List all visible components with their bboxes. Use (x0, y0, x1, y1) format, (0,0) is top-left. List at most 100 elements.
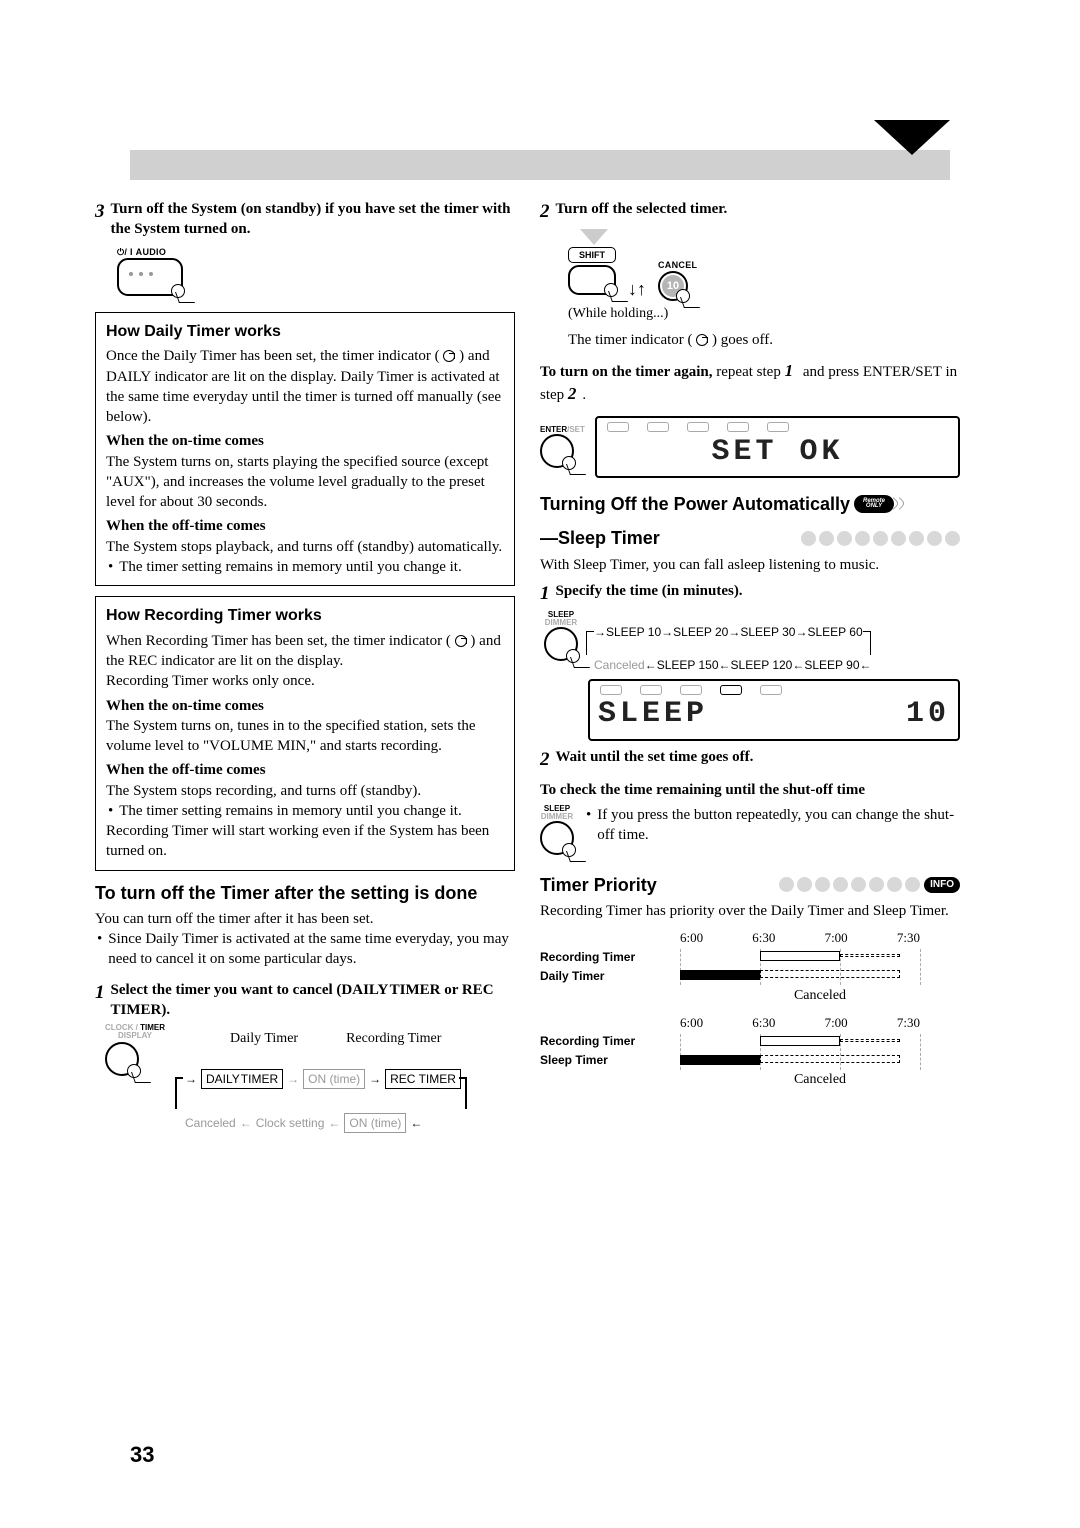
step-number-2a: 2 (540, 201, 550, 222)
rec-bar-dashed (840, 954, 900, 957)
flow-header-labels: Daily Timer Recording Timer (175, 1030, 515, 1049)
display-sleep-num: 10 (906, 694, 950, 735)
dimmer-label-2: DIMMER (540, 813, 574, 821)
canceled-label-2: Canceled (680, 1071, 960, 1090)
rec-timer-heading: How Recording Timer works (106, 605, 504, 627)
sleep-step1-text: Specify the time (in minutes). (556, 581, 961, 607)
daily-bar-dashed (760, 970, 900, 978)
while-holding-note: (While holding...) (568, 305, 960, 324)
flow-on-time-2: ON (time) (344, 1113, 406, 1133)
sleep-step-1: 1 Specify the time (in minutes). (540, 581, 960, 607)
cancel-label: CANCEL (658, 259, 697, 271)
step-3-text: Turn off the System (on standby) if you … (111, 199, 516, 240)
step-number-1-sleep: 1 (540, 583, 550, 604)
daily-bullet: The timer setting remains in memory unti… (106, 557, 504, 577)
rec-bar-outline-2 (760, 1036, 840, 1046)
display-sleep: SLEEP 10 (588, 679, 960, 741)
header-triangle-icon (874, 120, 950, 155)
rec-p4: Recording Timer will start working even … (106, 821, 504, 862)
turn-on-again: To turn on the timer again, repeat step … (540, 360, 960, 406)
info-badge: INFO (924, 877, 960, 893)
recording-timer-box: How Recording Timer works When Recording… (95, 596, 515, 870)
flow-daily-timer: DAILY TIMER (201, 1069, 283, 1089)
header-gray-band (130, 150, 950, 180)
check-bullet: If you press the button repeatedly, you … (584, 805, 960, 855)
turnoff-heading: To turn off the Timer after the setting … (95, 881, 515, 905)
rec-bar-dashed-2 (840, 1039, 900, 1042)
display-label: DISPLAY (105, 1032, 165, 1040)
down-arrow-icon (580, 229, 608, 245)
sleep-bar-solid (680, 1055, 760, 1065)
rec-p1c: Recording Timer works only once. (106, 671, 504, 691)
rec-p2: The System turns on, tunes in to the spe… (106, 716, 504, 757)
daily-p2: The System turns on, starts playing the … (106, 452, 504, 513)
daily-p3: The System stops playback, and turns off… (106, 537, 504, 557)
rec-bar-outline (760, 951, 840, 961)
sleep-cycle-flow: → SLEEP 10 → SLEEP 20 → SLEEP 30 → SLEEP… (586, 611, 960, 673)
auto-off-title: Turning Off the Power Automatically (540, 492, 850, 516)
indicator-goes-off: The timer indicator ( ) goes off. (568, 330, 960, 350)
step-number-3: 3 (95, 201, 105, 222)
press-hand-icon (604, 283, 626, 305)
press-hand-icon (676, 289, 698, 311)
flow-on-time-1: ON (time) (303, 1069, 365, 1089)
clock-timer-button-icon (105, 1042, 139, 1076)
timer-priority-heading: Timer Priority INFO (540, 873, 960, 897)
rec-sub2: When the off-time comes (106, 760, 504, 780)
display-sleep-text: SLEEP (598, 694, 708, 735)
sleep-timer-subheading: —Sleep Timer (540, 526, 960, 550)
step-number-2-sleep: 2 (540, 749, 550, 770)
press-hand-icon (127, 1064, 149, 1086)
step-2a-text: Turn off the selected timer. (556, 199, 961, 225)
manual-page: 3 Turn off the System (on standby) if yo… (0, 0, 1080, 1528)
clock-icon (696, 334, 708, 346)
rec-bullet: The timer setting remains in memory unti… (106, 801, 504, 821)
sleep-step-2: 2 Wait until the set time goes off. (540, 747, 960, 773)
flow-canceled: Canceled (185, 1115, 236, 1131)
step-2-right: 2 Turn off the selected timer. (540, 199, 960, 225)
turnoff-p1: You can turn off the timer after it has … (95, 909, 515, 929)
turnoff-step1: 1 Select the timer you want to cancel (D… (95, 980, 515, 1021)
auto-off-section-heading: Turning Off the Power Automatically Remo… (540, 492, 960, 516)
chart-label-rec: Recording Timer (540, 949, 680, 965)
shift-button-icon: SHIFT (568, 247, 616, 263)
check-remaining-row: SLEEP DIMMER If you press the button rep… (540, 805, 960, 855)
rec-p3: The System stops recording, and turns of… (106, 781, 504, 801)
power-audio-button-figure: ⏻/ I AUDIO (117, 246, 515, 302)
chart-times-2: 6:00 6:30 7:00 7:30 (680, 1014, 920, 1032)
dimmer-label: DIMMER (544, 619, 578, 627)
priority-text: Recording Timer has priority over the Da… (540, 901, 960, 921)
daily-sub1: When the on-time comes (106, 431, 504, 451)
page-number: 33 (130, 1442, 154, 1468)
sleep-intro: With Sleep Timer, you can fall asleep li… (540, 555, 960, 575)
chart-label-rec-2: Recording Timer (540, 1033, 680, 1049)
turnoff-step1-text: Select the timer you want to cancel (DAI… (111, 980, 516, 1021)
press-hand-icon (566, 649, 588, 671)
display-set-ok: SET OK (595, 416, 960, 478)
sleep-bar-dashed (760, 1055, 900, 1063)
enter-set-button-icon (540, 434, 574, 468)
sleep-button-icon (544, 627, 578, 661)
chart-times-1: 6:00 6:30 7:00 7:30 (680, 929, 920, 947)
flow-rec-timer: REC TIMER (385, 1069, 461, 1089)
dot-row-icon (657, 877, 920, 892)
daily-timer-heading: How Daily Timer works (106, 321, 504, 343)
power-audio-label: ⏻/ I AUDIO (117, 246, 515, 258)
priority-chart-1: 6:00 6:30 7:00 7:30 Recording Timer Dail… (540, 929, 960, 1005)
daily-timer-box: How Daily Timer works Once the Daily Tim… (95, 312, 515, 586)
flow-lbl-daily: Daily Timer (230, 1030, 298, 1049)
shift-cancel-figure: SHIFT ↓↑ CANCEL 10 (568, 247, 960, 301)
sleep-timer-title: —Sleep Timer (540, 526, 660, 550)
chart-label-sleep: Sleep Timer (540, 1052, 680, 1068)
rec-p1a: When Recording Timer has been set, the t… (106, 633, 455, 649)
clock-icon (455, 635, 467, 647)
sleep-step2-text: Wait until the set time goes off. (556, 747, 961, 773)
flow-lbl-rec: Recording Timer (346, 1030, 441, 1049)
press-hand-icon (562, 456, 584, 478)
check-remaining-heading: To check the time remaining until the sh… (540, 780, 960, 800)
clock-icon (443, 350, 455, 362)
timer-priority-title: Timer Priority (540, 873, 657, 897)
flow-clock-setting: Clock setting (256, 1115, 325, 1131)
daily-bar-solid (680, 970, 760, 980)
rec-sub1: When the on-time comes (106, 696, 504, 716)
